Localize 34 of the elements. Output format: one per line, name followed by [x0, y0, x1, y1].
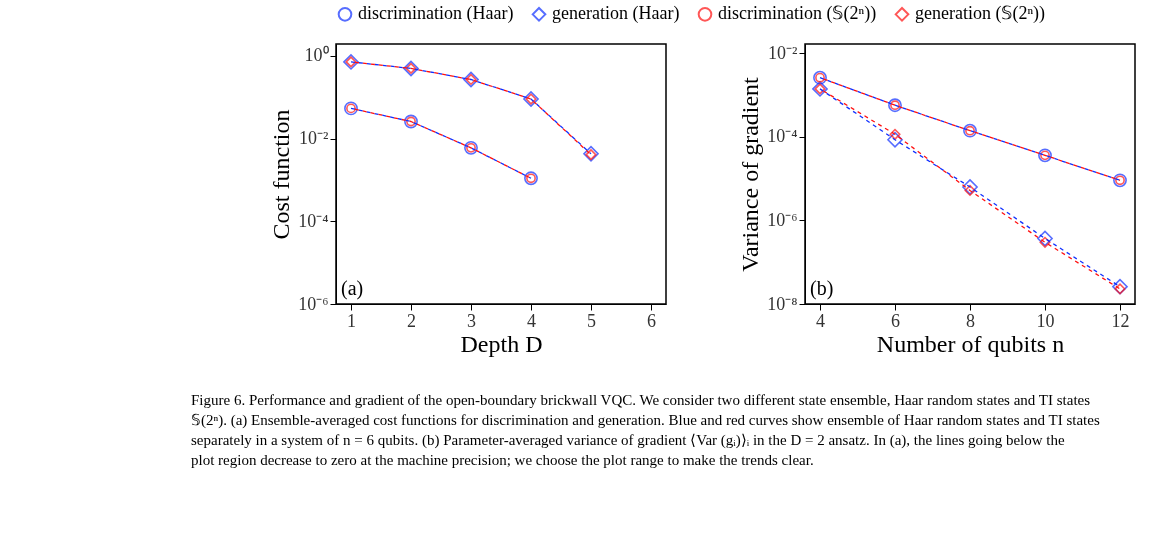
x-tick-label: 4 [527, 310, 536, 331]
x-tick-label: 6 [891, 310, 900, 331]
x-tick-label: 10 [1036, 310, 1055, 331]
y-tick-label: 10⁻⁸ [767, 293, 798, 314]
x-tick-label: 2 [407, 310, 416, 331]
legend-label: generation (𝕊(2ⁿ)) [915, 3, 1046, 25]
x-tick-label: 5 [587, 310, 596, 331]
x-tick-label: 6 [647, 310, 656, 331]
legend-label: discrimination (𝕊(2ⁿ)) [718, 3, 877, 25]
x-axis-title: Number of qubits n [876, 330, 1065, 357]
x-axis-title: Depth D [460, 330, 543, 357]
y-tick-label: 10⁻⁴ [767, 126, 798, 147]
y-axis-title: Variance of gradient [737, 76, 764, 272]
annotation: (b) [810, 277, 834, 300]
y-tick-label: 10⁰ [304, 45, 329, 66]
x-tick-label: 1 [347, 310, 356, 331]
y-tick-label: 10⁻⁴ [298, 210, 329, 231]
legend-label: discrimination (Haar) [358, 3, 514, 25]
caption: Figure 6. Performance and gradient of the open-boundary brickwall VQC. We consider two different state ensemble, Haar random states and TI states 𝕊(2ⁿ). (a) Ensemble-averaged cost functions for discrimination and generation. Blue and red curves show ensemble of Haar random states and TI states separately in a system of n = 6 qubits. (b) Parameter-averaged variance of gradient ⟨Var (gᵢ)⟩ᵢ in the D = 2 ansatz. In (a), the lines going below the plot region decrease to zero at the machine precision; we choose the plot range to make the trends clear. [191, 392, 1100, 468]
y-tick-label: 10⁻⁶ [767, 209, 798, 230]
point [1037, 230, 1053, 247]
y-tick-label: 10⁻⁶ [298, 293, 329, 314]
point [887, 131, 903, 148]
point [962, 179, 978, 195]
x-tick-label: 8 [966, 310, 975, 331]
legend-label: generation (Haar) [552, 3, 680, 25]
x-tick-label: 4 [816, 310, 825, 331]
x-tick-label: 3 [467, 310, 476, 331]
annotation: (a) [341, 277, 364, 300]
y-tick-label: 10⁻² [299, 128, 329, 149]
y-axis-title: Cost function [268, 109, 295, 240]
x-tick-label: 12 [1111, 310, 1130, 331]
point [964, 184, 976, 197]
y-tick-label: 10⁻² [768, 42, 798, 63]
